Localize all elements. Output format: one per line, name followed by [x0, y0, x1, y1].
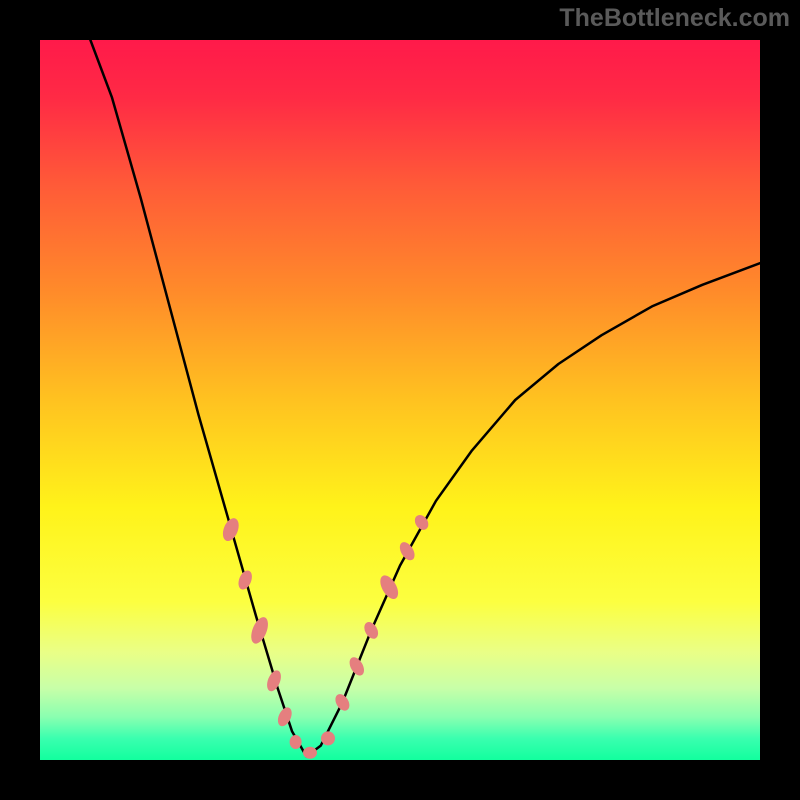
- plot-background: [40, 40, 760, 760]
- chart-svg: [0, 0, 800, 800]
- data-marker: [303, 747, 317, 759]
- data-marker: [290, 735, 302, 749]
- chart-container: { "canvas": { "width": 800, "height": 80…: [0, 0, 800, 800]
